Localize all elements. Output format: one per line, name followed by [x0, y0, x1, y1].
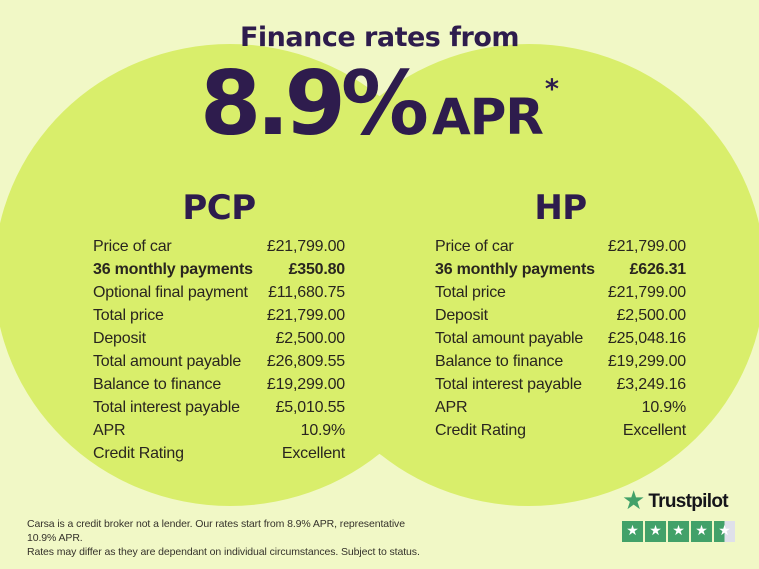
finance-row: Total amount payable £25,048.16 [435, 327, 686, 350]
finance-row-value: 10.9% [300, 422, 346, 439]
pcp-column: PCP Price of car £21,799.00 36 monthly pay… [93, 191, 345, 465]
finance-row: Credit Rating Excellent [435, 419, 686, 442]
banner-title: Finance rates from [239, 22, 520, 53]
finance-row-label: APR [93, 422, 126, 439]
full-star-cell: ★ [691, 521, 712, 542]
finance-row-value: £626.31 [629, 261, 687, 278]
finance-row-label: 36 monthly payments [435, 261, 595, 278]
finance-row-label: APR [435, 399, 468, 416]
finance-row-label: Total interest payable [93, 399, 240, 416]
finance-row-value: £11,680.75 [268, 284, 345, 301]
finance-row-value: £25,048.16 [607, 330, 686, 347]
finance-row-label: Credit Rating [435, 422, 526, 439]
pcp-finance-table: Price of car £21,799.00 36 monthly payment… [93, 235, 345, 465]
finance-row-label: Deposit [93, 330, 146, 347]
finance-row-value: £19,299.00 [607, 353, 686, 370]
disclaimer-line: Carsa is a credit broker not a lender. O… [27, 518, 405, 544]
star-icon: ★ [649, 523, 662, 539]
finance-row-label: Optional final payment [93, 284, 248, 301]
trustpilot-logo: ★ Trustpilot [622, 488, 735, 515]
finance-row: 36 monthly payments £350.80 [93, 258, 345, 281]
finance-row: Total interest payable £5,010.55 [93, 396, 345, 419]
hp-column: HP Price of car £21,799.00 36 monthly paym… [435, 191, 686, 442]
pcp-header: PCP [182, 188, 256, 228]
disclaimer-text: Carsa is a credit broker not a lender. O… [27, 517, 427, 559]
finance-row-value: £3,249.16 [616, 376, 687, 393]
finance-row: Balance to finance £19,299.00 [435, 350, 686, 373]
half-star-cell: ★ [714, 521, 735, 542]
finance-row-value: Excellent [281, 445, 345, 462]
finance-row-value: £21,799.00 [607, 238, 686, 255]
star-icon: ★ [626, 523, 639, 539]
full-star-cell: ★ [622, 521, 643, 542]
rate-unit: APR [432, 88, 544, 146]
finance-row: Total price £21,799.00 [435, 281, 686, 304]
star-icon: ★ [695, 523, 708, 539]
finance-row-value: £21,799.00 [266, 307, 345, 324]
finance-row-value: 10.9% [641, 399, 687, 416]
trustpilot-widget[interactable]: ★ Trustpilot ★ ★ ★ ★ ★ [622, 488, 735, 542]
finance-row-label: Balance to finance [93, 376, 222, 393]
finance-row-label: Total price [93, 307, 164, 324]
finance-row: Price of car £21,799.00 [435, 235, 686, 258]
finance-row-label: 36 monthly payments [93, 261, 253, 278]
star-icon: ★ [672, 523, 685, 539]
finance-row-value: £2,500.00 [616, 307, 687, 324]
finance-row: Credit Rating Excellent [93, 442, 345, 465]
full-star-cell: ★ [645, 521, 666, 542]
finance-row: Total price £21,799.00 [93, 304, 345, 327]
finance-row: Deposit £2,500.00 [435, 304, 686, 327]
finance-row-value: £2,500.00 [275, 330, 346, 347]
finance-row: Price of car £21,799.00 [93, 235, 345, 258]
finance-row-label: Total amount payable [435, 330, 584, 347]
finance-row-value: £350.80 [288, 261, 346, 278]
trustpilot-star-icon: ★ [622, 486, 646, 516]
finance-row-label: Total price [435, 284, 506, 301]
finance-row: Optional final payment £11,680.75 [93, 281, 345, 304]
star-icon: ★ [718, 523, 731, 539]
hp-finance-table: Price of car £21,799.00 36 monthly payment… [435, 235, 686, 442]
finance-row-value: Excellent [622, 422, 686, 439]
finance-row-label: Total amount payable [93, 353, 242, 370]
background-circle-right [293, 44, 759, 506]
rate-value: 8.9% [199, 52, 429, 155]
hp-header: HP [534, 188, 587, 228]
finance-row-value: £5,010.55 [275, 399, 346, 416]
finance-row: APR 10.9% [93, 419, 345, 442]
trustpilot-rating-stars: ★ ★ ★ ★ ★ [622, 521, 735, 542]
finance-row-value: £19,299.00 [266, 376, 345, 393]
trustpilot-brand-text: Trustpilot [648, 490, 728, 512]
apr-rate-headline: 8.9% APR * [0, 60, 759, 148]
finance-row-value: £21,799.00 [607, 284, 686, 301]
full-star-cell: ★ [668, 521, 689, 542]
finance-row-label: Credit Rating [93, 445, 184, 462]
finance-row-label: Price of car [435, 238, 514, 255]
finance-row-label: Balance to finance [435, 353, 564, 370]
finance-row-value: £21,799.00 [266, 238, 345, 255]
finance-row-label: Price of car [93, 238, 172, 255]
finance-row: Total amount payable £26,809.55 [93, 350, 345, 373]
finance-row-value: £26,809.55 [266, 353, 345, 370]
finance-row: APR 10.9% [435, 396, 686, 419]
finance-row: Deposit £2,500.00 [93, 327, 345, 350]
finance-row-label: Total interest payable [435, 376, 582, 393]
disclaimer-line: Rates may differ as they are dependant o… [27, 546, 420, 558]
rate-footnote-marker: * [544, 74, 560, 105]
finance-row: Balance to finance £19,299.00 [93, 373, 345, 396]
finance-row: 36 monthly payments £626.31 [435, 258, 686, 281]
finance-row-label: Deposit [435, 307, 488, 324]
finance-row: Total interest payable £3,249.16 [435, 373, 686, 396]
